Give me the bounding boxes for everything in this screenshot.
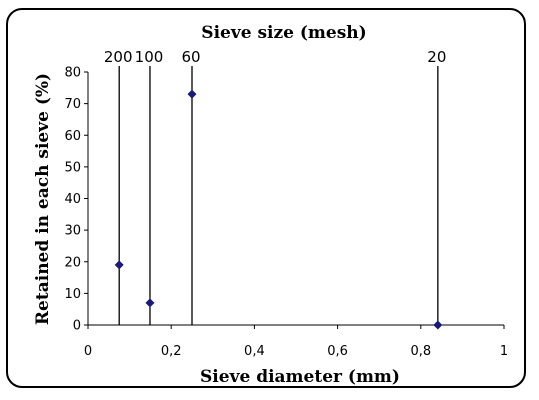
y-tick-label: 60 <box>64 129 81 144</box>
top-tick-label: 100 <box>135 48 164 66</box>
top-tick-label: 200 <box>104 48 133 66</box>
top-tick-label: 20 <box>427 48 446 66</box>
y-axis-label: Retained in each sieve (%) <box>33 73 53 325</box>
top-tick-label: 60 <box>181 48 200 66</box>
y-tick-label: 50 <box>64 160 81 175</box>
y-tick-label: 70 <box>64 97 81 112</box>
data-points <box>114 89 443 330</box>
x-ticks: 0 0,2 0,4 0,6 0,8 1 <box>84 325 508 359</box>
x-axis-label: Sieve diameter (mm) <box>200 367 400 387</box>
y-tick-label: 10 <box>64 287 81 302</box>
y-tick-label: 30 <box>64 224 81 239</box>
x-tick-label: 0,6 <box>327 344 348 359</box>
data-point <box>114 260 124 270</box>
sieve-lines <box>118 66 439 325</box>
top-axis-ticks: 200 100 60 20 <box>104 48 447 66</box>
x-tick-label: 0,2 <box>161 344 182 359</box>
y-tick-label: 0 <box>73 319 81 334</box>
data-point <box>433 320 443 330</box>
x-tick-label: 0,4 <box>244 344 265 359</box>
y-tick-label: 20 <box>64 255 81 270</box>
data-point <box>145 298 155 308</box>
y-tick-label: 80 <box>64 66 81 81</box>
x-tick-label: 0 <box>84 344 92 359</box>
data-point <box>187 89 197 99</box>
x-tick-label: 1 <box>500 344 508 359</box>
chart-title: Sieve size (mesh) <box>201 23 366 43</box>
y-tick-label: 40 <box>64 192 81 207</box>
y-ticks: 0 10 20 30 40 50 60 70 80 <box>64 66 88 334</box>
x-tick-label: 0,8 <box>410 344 431 359</box>
